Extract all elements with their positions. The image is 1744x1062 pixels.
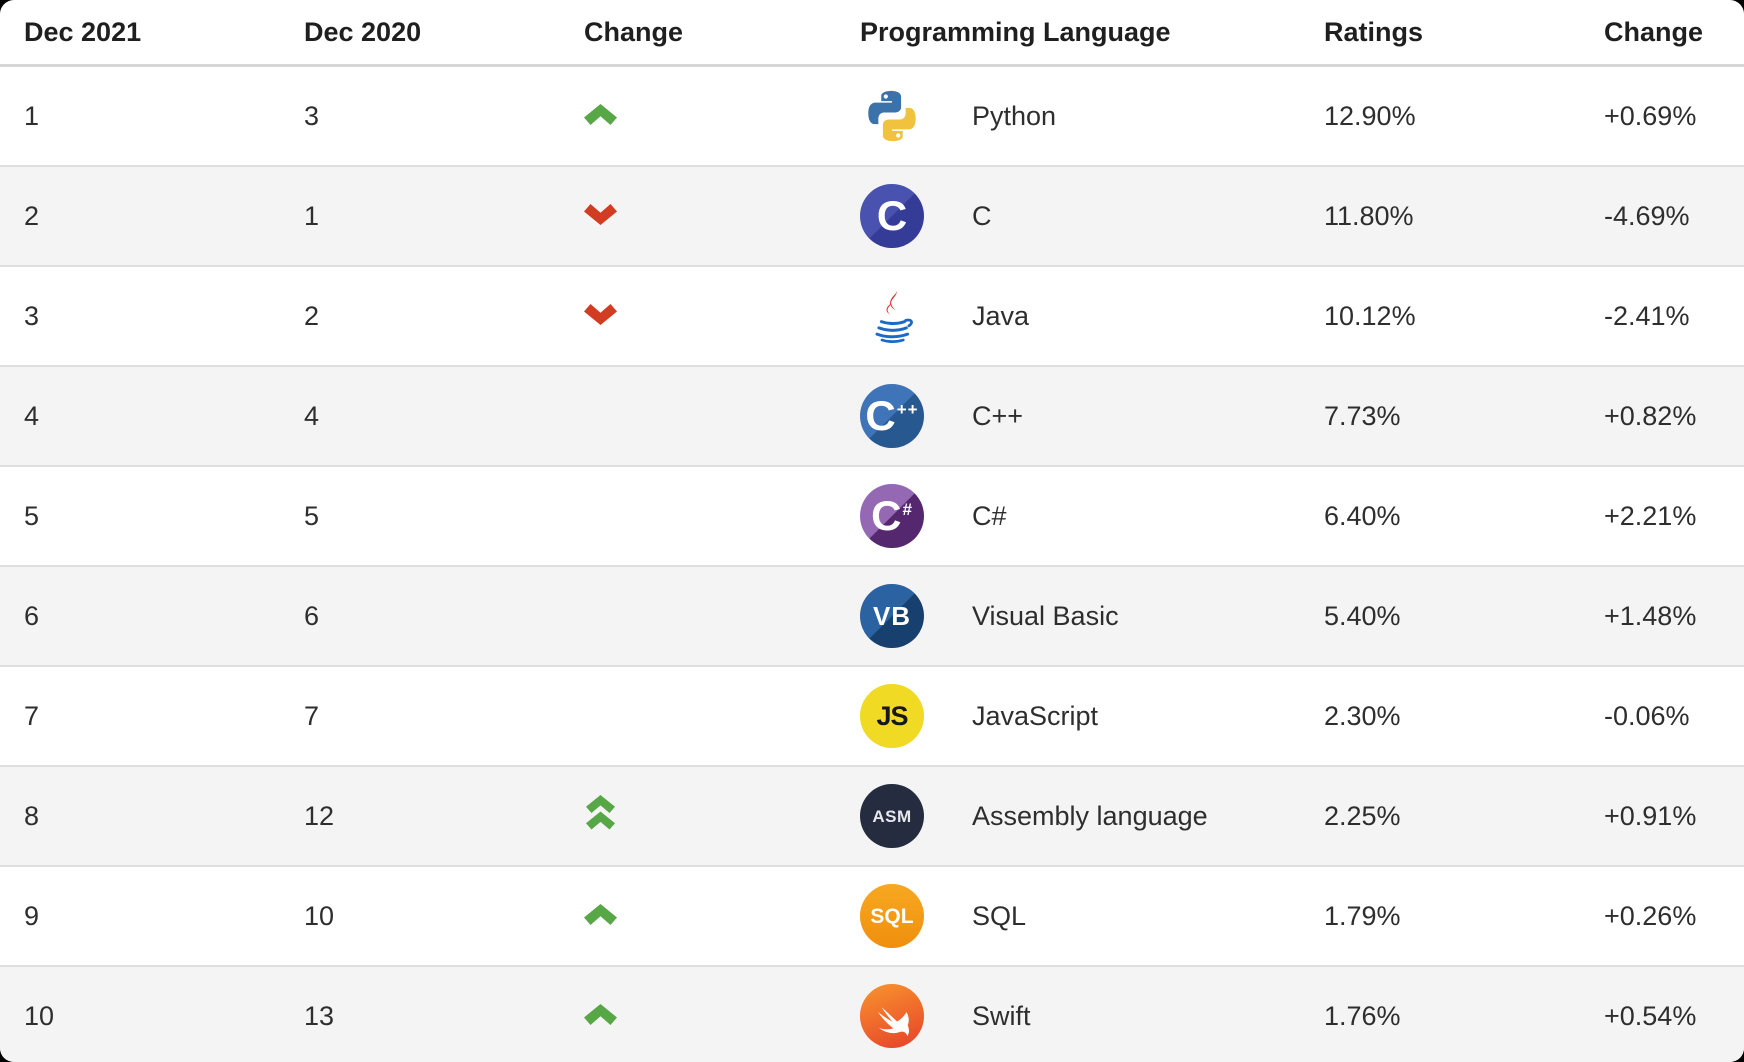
visual-basic-logo-icon: VB	[860, 584, 924, 648]
ratings-cell: 10.12%	[1324, 300, 1416, 331]
ratings-cell: 2.25%	[1324, 800, 1401, 831]
rank-2021-cell: 4	[24, 400, 40, 431]
python-logo-icon	[860, 84, 924, 148]
language-name: SQL	[972, 900, 1027, 931]
column-header-programming-language: Programming Language	[836, 0, 1300, 67]
c-logo-icon: C	[860, 184, 924, 248]
sql-logo-icon: SQL	[860, 884, 924, 948]
ratings-cell: 1.79%	[1324, 900, 1401, 931]
ratings-cell: 1.76%	[1324, 1000, 1401, 1031]
change-percent-cell: +0.26%	[1604, 900, 1697, 931]
language-name: Visual Basic	[972, 600, 1119, 631]
change-percent-cell: -0.06%	[1604, 700, 1690, 731]
column-header-ratings: Ratings	[1300, 0, 1580, 67]
rank-2020-cell: 7	[304, 700, 320, 731]
table-row: 6 6 VB Visual Basic 5.40% +1.48%	[0, 566, 1744, 666]
change-percent-cell: +0.82%	[1604, 400, 1697, 431]
rank-2020-cell: 6	[304, 600, 320, 631]
column-header-dec-2021: Dec 2021	[0, 0, 280, 67]
language-name: Java	[972, 300, 1030, 331]
change-percent-cell: +0.91%	[1604, 800, 1697, 831]
ratings-cell: 11.80%	[1324, 200, 1414, 231]
column-header-dec-2020: Dec 2020	[280, 0, 560, 67]
assembly-logo-icon: ASM	[860, 784, 924, 848]
language-name: JavaScript	[972, 700, 1099, 731]
rank-2020-cell: 12	[304, 800, 335, 831]
javascript-logo-icon: JS	[860, 684, 924, 748]
change-percent-cell: +0.69%	[1604, 100, 1697, 131]
rank-2021-cell: 8	[24, 800, 40, 831]
table-row: 5 5 C # C# 6.40% +2.21%	[0, 466, 1744, 566]
up-arrow-icon	[584, 1003, 617, 1025]
change-percent-cell: +1.48%	[1604, 600, 1697, 631]
java-logo-icon	[860, 284, 924, 348]
ratings-cell: 12.90%	[1324, 100, 1416, 131]
table-row: 9 10 SQL SQL 1.79% +0.26%	[0, 866, 1744, 966]
table-row: 2 1 C C 11.80% -4.69%	[0, 166, 1744, 266]
change-percent-cell: +2.21%	[1604, 500, 1697, 531]
csharp-logo-icon: C #	[860, 484, 924, 548]
rank-2020-cell: 10	[304, 900, 335, 931]
rank-2021-cell: 9	[24, 900, 40, 931]
table-header: Dec 2021 Dec 2020 Change Programming Lan…	[0, 0, 1744, 67]
rank-2021-cell: 3	[24, 300, 40, 331]
rank-2020-cell: 13	[304, 1000, 335, 1031]
language-name: Python	[972, 100, 1057, 131]
rank-2021-cell: 6	[24, 600, 40, 631]
rank-2021-cell: 7	[24, 700, 40, 731]
table-row: 10 13 Swift 1.76% +0.54%	[0, 966, 1744, 1062]
rank-2020-cell: 2	[304, 300, 320, 331]
table-row: 7 7 JS JavaScript 2.30% -0.06%	[0, 666, 1744, 766]
down-arrow-icon	[584, 303, 617, 325]
table-row: 4 4 C ++ C++ 7.73% +0.82%	[0, 366, 1744, 466]
change-percent-cell: +0.54%	[1604, 1000, 1697, 1031]
change-percent-cell: -4.69%	[1604, 200, 1690, 231]
swift-logo-icon	[860, 984, 924, 1048]
rank-2021-cell: 1	[24, 100, 40, 131]
language-name: C#	[972, 500, 1007, 531]
down-arrow-icon	[584, 203, 617, 225]
change-percent-cell: -2.41%	[1604, 300, 1690, 331]
rank-2021-cell: 5	[24, 500, 40, 531]
column-header-change-pct: Change	[1580, 0, 1744, 67]
double-up-arrow-icon	[584, 795, 617, 830]
language-name: Assembly language	[972, 800, 1208, 831]
rank-2021-cell: 10	[24, 1000, 55, 1031]
language-name: Swift	[972, 1000, 1031, 1031]
rank-2020-cell: 3	[304, 100, 320, 131]
table-row: 1 3 Python 12.90% +0.69%	[0, 66, 1744, 167]
cpp-logo-icon: C ++	[860, 384, 924, 448]
column-header-change: Change	[560, 0, 836, 67]
table-body: 1 3 Python 12.90% +0.69% 2 1 C C 11.80% …	[0, 66, 1744, 1062]
up-arrow-icon	[584, 103, 617, 125]
rank-2020-cell: 5	[304, 500, 320, 531]
language-name: C++	[972, 400, 1024, 431]
ratings-cell: 7.73%	[1324, 400, 1401, 431]
table-row: 3 2 Java 10.12% -2.41%	[0, 266, 1744, 366]
table-row: 8 12 ASM Assembly language 2.25% +0.91%	[0, 766, 1744, 866]
ratings-cell: 6.40%	[1324, 500, 1401, 531]
ratings-cell: 5.40%	[1324, 600, 1401, 631]
language-name: C	[972, 200, 992, 231]
ratings-cell: 2.30%	[1324, 700, 1401, 731]
rank-2021-cell: 2	[24, 200, 40, 231]
rank-2020-cell: 1	[304, 200, 320, 231]
up-arrow-icon	[584, 903, 617, 925]
rank-2020-cell: 4	[304, 400, 320, 431]
